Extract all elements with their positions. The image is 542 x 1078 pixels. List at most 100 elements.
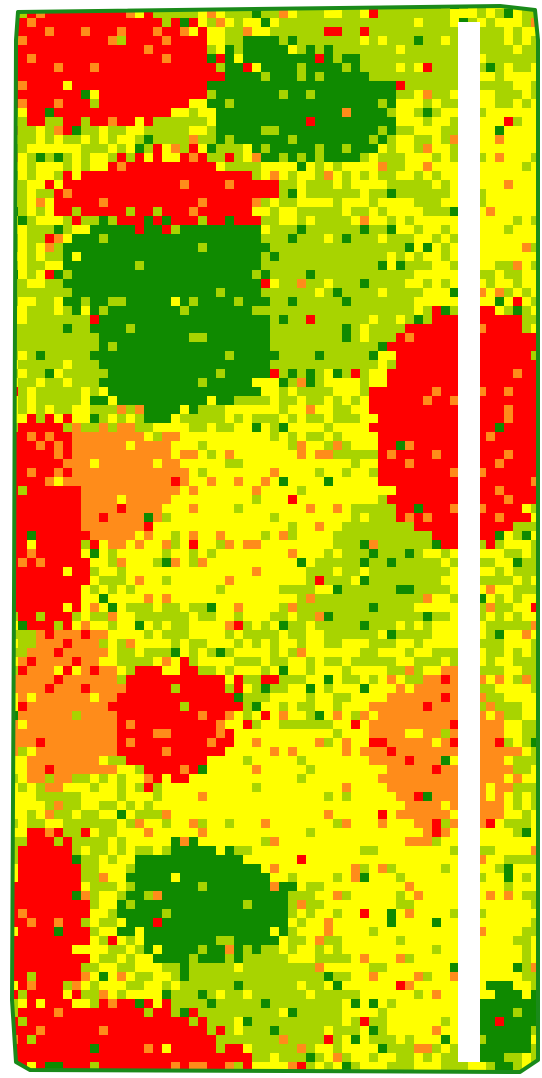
zone-cell: [27, 54, 37, 64]
zone-cell: [54, 675, 64, 685]
zone-cell: [513, 72, 523, 82]
zone-cell: [522, 612, 532, 622]
zone-cell: [171, 522, 181, 532]
zone-cell: [504, 261, 514, 271]
zone-cell: [360, 414, 370, 424]
zone-cell: [477, 324, 487, 334]
zone-cell: [378, 567, 388, 577]
zone-cell: [72, 234, 82, 244]
zone-cell: [198, 162, 208, 172]
zone-cell: [477, 162, 487, 172]
zone-cell: [387, 576, 397, 586]
zone-cell: [270, 603, 280, 613]
zone-cell: [207, 702, 217, 712]
zone-cell: [270, 378, 280, 388]
zone-cell: [333, 198, 343, 208]
zone-cell: [333, 333, 343, 343]
zone-cell: [18, 54, 28, 64]
zone-cell: [27, 531, 37, 541]
zone-cell: [423, 225, 433, 235]
zone-cell: [324, 171, 334, 181]
zone-cell: [36, 270, 46, 280]
zone-cell: [441, 144, 451, 154]
zone-cell: [513, 171, 523, 181]
zone-cell: [486, 450, 496, 460]
zone-cell: [486, 18, 496, 28]
zone-cell: [315, 558, 325, 568]
zone-cell: [144, 612, 154, 622]
zone-cell: [0, 621, 10, 631]
zone-cell: [153, 207, 163, 217]
zone-cell: [252, 693, 262, 703]
zone-cell: [450, 495, 460, 505]
zone-cell: [531, 594, 538, 604]
zone-cell: [36, 630, 46, 640]
zone-cell: [216, 477, 226, 487]
zone-cell: [27, 504, 37, 514]
zone-cell: [162, 576, 172, 586]
zone-cell: [36, 513, 46, 523]
zone-cell: [396, 720, 406, 730]
zone-cell: [99, 162, 109, 172]
zone-cell: [72, 504, 82, 514]
zone-cell: [234, 261, 244, 271]
zone-cell: [99, 45, 109, 55]
zone-cell: [81, 72, 91, 82]
zone-cell: [351, 279, 361, 289]
zone-cell: [513, 423, 523, 433]
zone-cell: [225, 594, 235, 604]
zone-cell: [441, 261, 451, 271]
zone-cell: [117, 180, 127, 190]
zone-cell: [324, 720, 334, 730]
zone-cell: [162, 261, 172, 271]
zone-cell: [513, 63, 523, 73]
zone-cell: [531, 72, 538, 82]
zone-cell: [189, 711, 199, 721]
zone-cell: [324, 711, 334, 721]
zone-cell: [450, 72, 460, 82]
zone-cell: [36, 189, 46, 199]
zone-cell: [270, 648, 280, 658]
zone-cell: [36, 288, 46, 298]
zone-cell: [72, 513, 82, 523]
zone-cell: [333, 684, 343, 694]
zone-cell: [234, 378, 244, 388]
zone-cell: [531, 90, 538, 100]
zone-cell: [18, 648, 28, 658]
zone-cell: [531, 135, 538, 145]
zone-cell: [378, 414, 388, 424]
zone-cell: [360, 513, 370, 523]
zone-cell: [189, 378, 199, 388]
zone-cell: [126, 342, 136, 352]
zone-cell: [477, 270, 487, 280]
zone-cell: [99, 261, 109, 271]
zone-cell: [135, 648, 145, 658]
zone-cell: [90, 405, 100, 415]
zone-cell: [387, 702, 397, 712]
zone-cell: [495, 72, 505, 82]
zone-cell: [387, 126, 397, 136]
zone-cell: [333, 162, 343, 172]
zone-cell: [315, 216, 325, 226]
zone-cell: [423, 576, 433, 586]
zone-cell: [171, 387, 181, 397]
zone-cell: [441, 675, 451, 685]
zone-cell: [333, 252, 343, 262]
zone-cell: [18, 252, 28, 262]
zone-cell: [234, 18, 244, 28]
zone-cell: [351, 81, 361, 91]
zone-cell: [18, 378, 28, 388]
zone-cell: [108, 18, 118, 28]
zone-cell: [243, 63, 253, 73]
zone-cell: [486, 486, 496, 496]
zone-cell: [414, 144, 424, 154]
zone-cell: [117, 189, 127, 199]
zone-cell: [486, 441, 496, 451]
zone-cell: [153, 423, 163, 433]
zone-cell: [270, 189, 280, 199]
zone-cell: [27, 468, 37, 478]
zone-cell: [243, 45, 253, 55]
zone-cell: [252, 189, 262, 199]
zone-cell: [189, 450, 199, 460]
zone-cell: [63, 333, 73, 343]
